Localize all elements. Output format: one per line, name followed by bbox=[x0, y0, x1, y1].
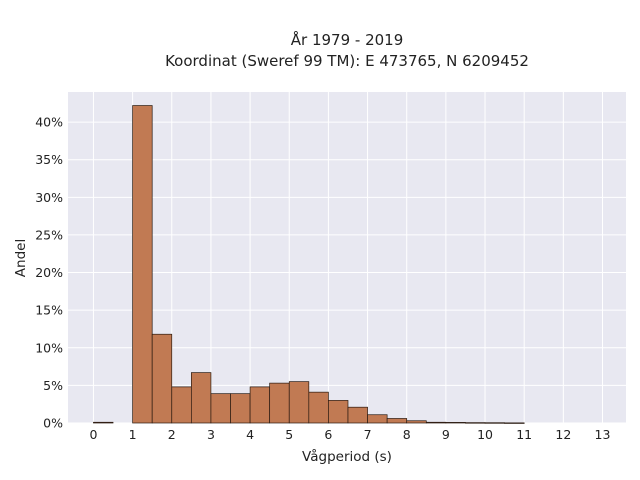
x-tick-label: 9 bbox=[442, 427, 450, 442]
histogram-bar bbox=[504, 422, 525, 424]
histogram-bar bbox=[328, 400, 349, 424]
bars bbox=[93, 105, 525, 424]
y-axis-label: Andel bbox=[13, 239, 29, 277]
x-tick-label: 2 bbox=[168, 427, 176, 442]
histogram-bar bbox=[132, 105, 153, 424]
y-tick-label: 30% bbox=[35, 190, 63, 205]
histogram-bar bbox=[367, 414, 388, 424]
y-tick-label: 40% bbox=[35, 115, 63, 130]
histogram-bar bbox=[406, 420, 427, 424]
histogram-bar bbox=[230, 393, 251, 424]
histogram-bar bbox=[347, 406, 368, 424]
histogram-bar bbox=[308, 391, 329, 424]
histogram-bar bbox=[210, 393, 231, 424]
x-tick-label: 5 bbox=[285, 427, 293, 442]
histogram-bar bbox=[171, 386, 192, 424]
x-axis-label: Vågperiod (s) bbox=[302, 448, 392, 465]
x-tick-label: 11 bbox=[516, 427, 532, 442]
x-tick-label: 4 bbox=[246, 427, 254, 442]
chart-title-line-2: Koordinat (Sweref 99 TM): E 473765, N 62… bbox=[165, 52, 529, 70]
y-tick-labels: 0% 5% 10% 15% 20% 25% 30% 35% 40% bbox=[35, 115, 63, 431]
x-tick-label: 3 bbox=[207, 427, 215, 442]
histogram-bar bbox=[465, 422, 486, 424]
x-tick-label: 13 bbox=[595, 427, 611, 442]
x-tick-labels: 0 1 2 3 4 5 6 7 8 9 10 11 12 13 bbox=[89, 427, 610, 442]
histogram-bar bbox=[249, 386, 271, 424]
y-tick-label: 5% bbox=[43, 378, 63, 393]
histogram-bar bbox=[386, 418, 408, 424]
y-tick-label: 35% bbox=[35, 152, 63, 167]
y-tick-label: 10% bbox=[35, 340, 63, 355]
x-tick-label: 7 bbox=[364, 427, 372, 442]
y-tick-label: 20% bbox=[35, 265, 63, 280]
x-tick-label: 8 bbox=[403, 427, 411, 442]
histogram-bar bbox=[425, 421, 447, 424]
x-tick-label: 1 bbox=[129, 427, 137, 442]
x-tick-label: 12 bbox=[555, 427, 571, 442]
histogram-bar bbox=[269, 382, 290, 424]
y-tick-label: 0% bbox=[43, 416, 63, 431]
y-tick-label: 15% bbox=[35, 303, 63, 318]
x-tick-label: 0 bbox=[89, 427, 97, 442]
histogram-bar bbox=[288, 381, 310, 424]
x-tick-label: 10 bbox=[477, 427, 493, 442]
histogram-bar bbox=[93, 421, 114, 424]
histogram-bar bbox=[445, 422, 466, 424]
histogram-bar bbox=[190, 372, 212, 424]
x-tick-label: 6 bbox=[324, 427, 332, 442]
chart-title-line-1: År 1979 - 2019 bbox=[291, 30, 404, 49]
histogram-bar bbox=[484, 422, 505, 424]
histogram-bar bbox=[151, 333, 173, 424]
y-tick-label: 25% bbox=[35, 227, 63, 242]
